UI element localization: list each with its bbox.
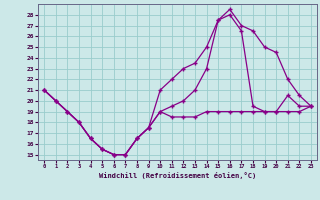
X-axis label: Windchill (Refroidissement éolien,°C): Windchill (Refroidissement éolien,°C)	[99, 172, 256, 179]
